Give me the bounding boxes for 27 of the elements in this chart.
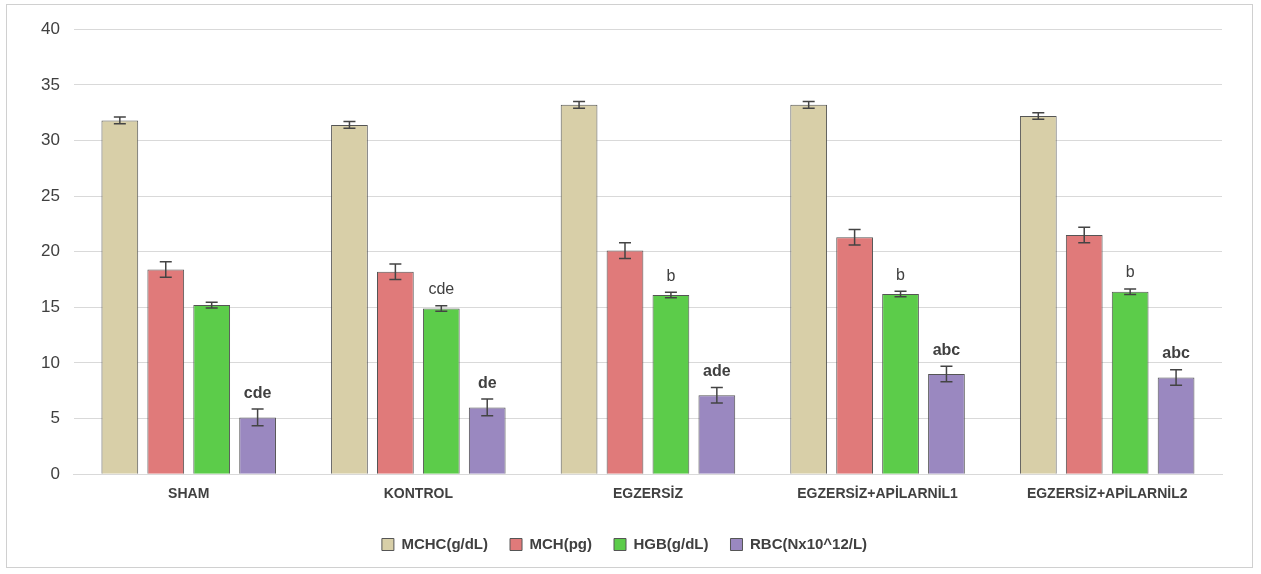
y-tick-label: 35 [40,74,60,94]
y-tick-label: 40 [40,18,60,38]
y-tick-label: 0 [50,463,60,483]
data-label: b [666,266,676,284]
legend-label: MCHC(g/dL) [401,534,489,552]
y-tick-label: 25 [40,185,60,205]
data-label: abc [1162,344,1190,362]
x-tick-label: EGZERSİZ+APİLARNİL1 [797,485,959,502]
y-tick-label: 20 [40,241,60,261]
legend-label: HGB(g/dL) [633,534,709,552]
data-label: b [1125,263,1135,281]
y-tick-label: 10 [40,352,60,372]
data-label: cde [243,383,272,401]
legend-label: RBC(Nx10^12/L) [749,534,868,552]
x-tick-label: KONTROL [383,485,454,502]
data-label: abc [932,340,961,358]
y-tick-label: 30 [40,130,60,150]
y-tick-label: 15 [40,297,60,317]
data-label: cde [428,280,455,298]
y-tick-label: 5 [50,408,60,428]
x-tick-label: EGZERSİZ+APİLARNİL2 [1026,485,1188,502]
legend-label: MCH(pg) [529,534,593,552]
x-tick-label: EGZERSİZ [612,485,684,502]
data-label: b [896,265,906,283]
data-label: de [477,373,497,391]
x-tick-label: SHAM [168,485,210,502]
data-label: ade [703,361,731,379]
